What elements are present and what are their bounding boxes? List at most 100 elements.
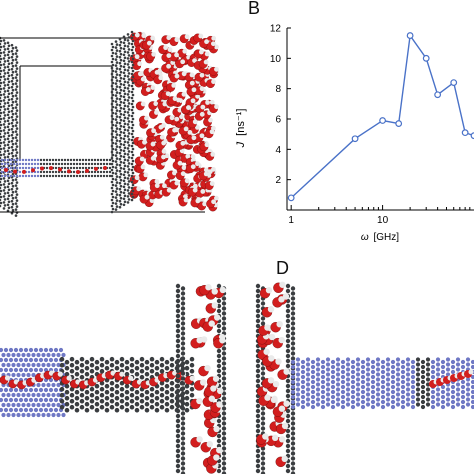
carbon-atom xyxy=(94,401,100,407)
hydrogen-atom xyxy=(209,181,215,186)
hydrogen-atom xyxy=(174,73,180,79)
tube-atom xyxy=(385,382,391,387)
carbon-atom xyxy=(111,141,115,145)
tube-atom xyxy=(445,392,451,397)
carbon-atom xyxy=(104,401,110,407)
carbon-atom xyxy=(122,35,126,39)
tube-atom xyxy=(450,394,456,400)
carbon-atom xyxy=(0,150,2,154)
hydrogen-atom xyxy=(151,128,156,134)
carbon-atom xyxy=(6,209,10,213)
tube-atom xyxy=(420,389,426,395)
carbon-atom xyxy=(114,160,118,163)
y-tick-label: 6 xyxy=(275,115,281,126)
hydrogen-atom xyxy=(134,32,140,38)
carbon-atom xyxy=(118,169,122,173)
carbon-atom xyxy=(115,151,119,154)
carbon-atom xyxy=(115,61,119,64)
tube-atom xyxy=(48,174,52,178)
tube-atom xyxy=(81,166,85,170)
tube-atom xyxy=(350,374,356,380)
carbon-atom xyxy=(118,49,122,53)
carbon-atom xyxy=(2,111,6,114)
nitrogen-atom xyxy=(28,407,34,413)
carbon-atom xyxy=(15,145,19,148)
tube-atom xyxy=(400,399,406,405)
hydrogen-atom xyxy=(195,161,200,167)
tube-atom xyxy=(315,362,321,367)
nitrogen-atom xyxy=(36,382,41,388)
nitrogen-atom xyxy=(56,382,61,388)
carbon-atom xyxy=(134,359,140,365)
hydrogen-atom xyxy=(278,436,286,443)
carbon-atom xyxy=(154,401,160,407)
tube-atom xyxy=(455,362,461,367)
tube-atom xyxy=(345,357,351,362)
tube-atom xyxy=(300,379,306,385)
tube-atom xyxy=(365,377,371,382)
carbon-atom xyxy=(123,38,127,42)
hydrogen-atom xyxy=(162,183,167,189)
carbon-atom xyxy=(110,66,114,70)
tube-atom xyxy=(27,174,31,178)
carbon-atom xyxy=(290,421,296,426)
carbon-atom xyxy=(111,147,115,151)
carbon-atom xyxy=(290,456,296,461)
carbon-atom xyxy=(175,293,181,299)
tube-atom xyxy=(87,174,91,178)
nitrogen-atom xyxy=(16,402,21,408)
tube-atom xyxy=(295,382,301,387)
carbon-atom xyxy=(260,451,266,456)
tube-atom xyxy=(99,166,103,170)
carbon-atom xyxy=(3,132,7,135)
tube-atom xyxy=(440,389,446,395)
tube-atom xyxy=(315,357,321,362)
carbon-atom xyxy=(14,184,18,187)
carbon-atom xyxy=(0,48,2,52)
carbon-atom xyxy=(14,106,18,109)
carbon-atom xyxy=(255,303,261,309)
hydrogen-atom xyxy=(154,69,160,75)
carbon-atom xyxy=(260,471,266,474)
tube-atom xyxy=(45,170,49,174)
tube-atom xyxy=(380,359,386,365)
tube-atom xyxy=(33,174,37,178)
nitrogen-atom xyxy=(11,372,16,378)
carbon-atom xyxy=(110,150,114,154)
tube-atom xyxy=(330,359,336,365)
carbon-atom xyxy=(0,60,2,64)
tube-atom xyxy=(300,404,306,410)
carbon-atom xyxy=(89,362,95,368)
nitrogen-atom xyxy=(51,352,56,358)
carbon-atom xyxy=(154,389,160,395)
tube-atom xyxy=(305,402,311,407)
carbon-atom xyxy=(255,423,261,429)
nitrogen-atom xyxy=(11,402,16,408)
hydrogen-atom xyxy=(57,371,63,377)
tube-atom xyxy=(380,374,386,380)
tube-atom xyxy=(390,374,396,380)
carbon-atom xyxy=(11,112,15,116)
carbon-atom xyxy=(126,159,130,162)
tube-atom xyxy=(395,367,401,372)
carbon-atom xyxy=(255,448,261,454)
carbon-atom xyxy=(10,199,14,203)
carbon-atom xyxy=(180,336,186,341)
carbon-atom xyxy=(0,129,3,133)
hydrogen-atom xyxy=(191,135,197,141)
carbon-atom xyxy=(2,207,6,210)
carbon-atom xyxy=(131,105,135,109)
carbon-atom xyxy=(189,356,195,362)
carbon-atom xyxy=(0,93,3,97)
tube-atom xyxy=(400,369,406,375)
carbon-atom xyxy=(130,180,134,184)
carbon-atom xyxy=(6,119,10,123)
tube-atom xyxy=(78,166,82,170)
carbon-atom xyxy=(118,55,122,59)
nitrogen-atom xyxy=(48,347,54,353)
nitrogen-atom xyxy=(38,387,44,393)
tube-atom xyxy=(305,377,311,382)
carbon-atom xyxy=(79,392,85,398)
nitrogen-atom xyxy=(23,397,29,403)
carbon-atom xyxy=(59,362,65,368)
